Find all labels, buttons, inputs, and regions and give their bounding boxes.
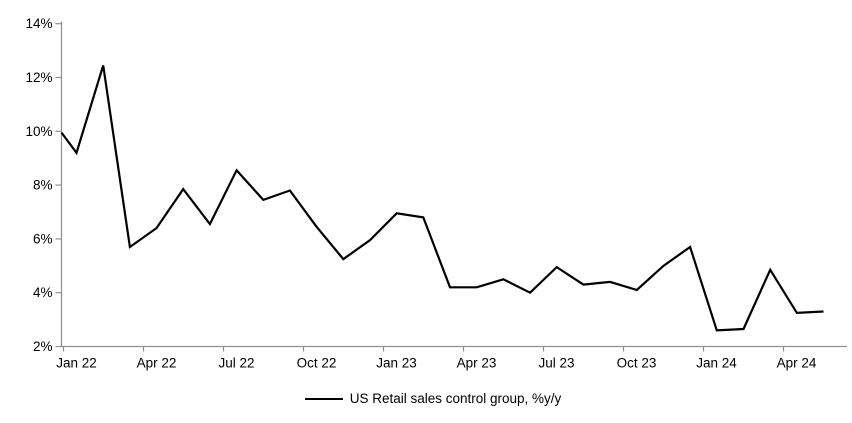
legend-line-swatch bbox=[304, 397, 343, 400]
series-line-us-retail-control-group bbox=[60, 65, 824, 332]
chart-legend: US Retail sales control group, %y/y bbox=[0, 391, 852, 406]
y-tick-label: 6% bbox=[33, 231, 53, 246]
x-tick-label: Jul 22 bbox=[218, 356, 254, 371]
legend-entry: US Retail sales control group, %y/y bbox=[304, 391, 562, 406]
x-tick-label: Apr 24 bbox=[777, 356, 817, 371]
y-tick-label: 4% bbox=[33, 285, 53, 300]
y-tick-label: 8% bbox=[33, 178, 53, 193]
x-tick-label: Jan 22 bbox=[56, 356, 97, 371]
x-tick-label: Oct 22 bbox=[297, 356, 337, 371]
x-tick-label: Jan 24 bbox=[696, 356, 737, 371]
x-tick-label: Jan 23 bbox=[376, 356, 417, 371]
x-tick-label: Apr 22 bbox=[137, 356, 177, 371]
x-tick-label: Oct 23 bbox=[617, 356, 657, 371]
y-tick-label: 10% bbox=[25, 124, 52, 139]
y-tick-label: 12% bbox=[25, 70, 52, 85]
line-chart: 2% 4% 6% 8% 10% 12% 14% Jan 22 Apr 22 Jul 22 Oct 2… bbox=[25, 16, 847, 371]
x-tick-label: Apr 23 bbox=[457, 356, 497, 371]
y-tick-label: 2% bbox=[33, 339, 53, 354]
legend-label: US Retail sales control group, %y/y bbox=[349, 391, 562, 406]
y-tick-label: 14% bbox=[25, 16, 52, 31]
x-tick-label: Jul 23 bbox=[538, 356, 574, 371]
